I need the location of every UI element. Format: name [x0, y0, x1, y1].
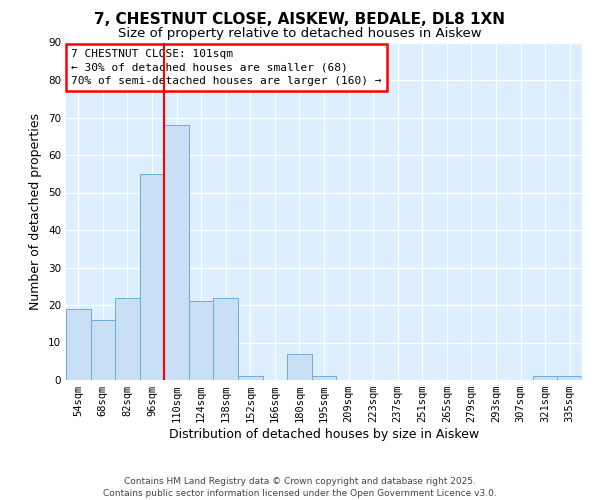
Bar: [312, 376, 336, 380]
Bar: [66, 308, 91, 380]
Bar: [115, 298, 140, 380]
Bar: [214, 298, 238, 380]
Bar: [164, 125, 189, 380]
Text: 7, CHESTNUT CLOSE, AISKEW, BEDALE, DL8 1XN: 7, CHESTNUT CLOSE, AISKEW, BEDALE, DL8 1…: [95, 12, 505, 28]
Text: Size of property relative to detached houses in Aiskew: Size of property relative to detached ho…: [118, 28, 482, 40]
Bar: [189, 301, 214, 380]
X-axis label: Distribution of detached houses by size in Aiskew: Distribution of detached houses by size …: [169, 428, 479, 441]
Bar: [91, 320, 115, 380]
Bar: [140, 174, 164, 380]
Bar: [557, 376, 582, 380]
Text: Contains HM Land Registry data © Crown copyright and database right 2025.
Contai: Contains HM Land Registry data © Crown c…: [103, 476, 497, 498]
Bar: [287, 354, 312, 380]
Y-axis label: Number of detached properties: Number of detached properties: [29, 113, 43, 310]
Text: 7 CHESTNUT CLOSE: 101sqm
← 30% of detached houses are smaller (68)
70% of semi-d: 7 CHESTNUT CLOSE: 101sqm ← 30% of detach…: [71, 50, 382, 86]
Bar: [238, 376, 263, 380]
Bar: [533, 376, 557, 380]
